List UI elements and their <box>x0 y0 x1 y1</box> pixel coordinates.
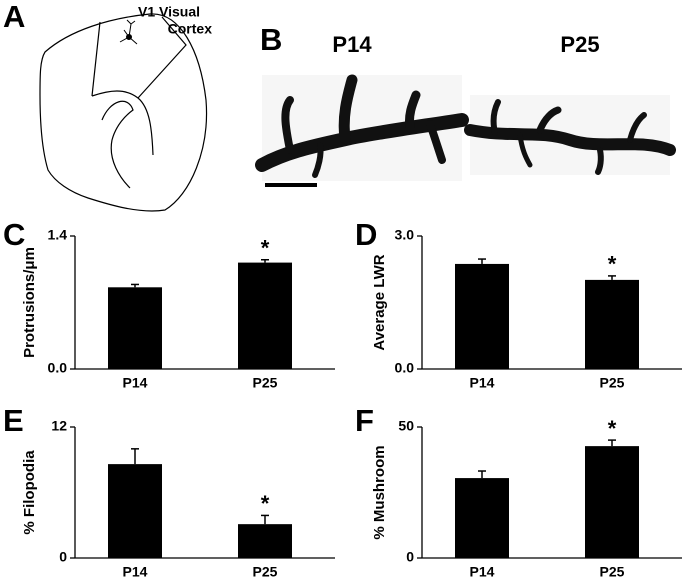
x-tick-label: P14 <box>123 375 148 391</box>
image-label: P14 <box>332 32 372 57</box>
x-tick-label: P14 <box>470 564 495 580</box>
neuron-icon <box>119 19 138 45</box>
x-tick-label: P25 <box>600 564 625 580</box>
x-tick-label: P14 <box>123 564 148 580</box>
x-tick-label: P25 <box>253 564 278 580</box>
x-tick-label: P25 <box>600 375 625 391</box>
bar <box>455 263 509 369</box>
significance-mark: * <box>608 416 617 441</box>
panel-letter: C <box>3 217 25 252</box>
bar <box>108 464 162 558</box>
bar <box>238 262 292 369</box>
y-tick-label: 50 <box>398 418 414 434</box>
bar <box>455 478 509 558</box>
significance-mark: * <box>261 236 270 261</box>
panel-letter: B <box>260 22 282 57</box>
y-tick-label: 1.4 <box>48 227 68 243</box>
bar <box>585 279 639 369</box>
y-axis-label: % Mushroom <box>371 445 388 539</box>
significance-mark: * <box>608 252 617 277</box>
x-tick-label: P25 <box>253 375 278 391</box>
y-axis-label: % Filopodia <box>21 450 38 535</box>
bar <box>238 524 292 558</box>
y-tick-label: 0 <box>59 549 67 565</box>
annotation: Cortex <box>168 21 213 37</box>
bar <box>585 446 639 558</box>
panel-letter: D <box>355 217 377 252</box>
panel-letter: A <box>3 0 25 34</box>
y-tick-label: 0.0 <box>48 360 68 376</box>
image-label: P25 <box>560 32 599 57</box>
significance-mark: * <box>261 491 270 516</box>
y-axis-label: Protrusions/μm <box>21 247 38 358</box>
y-tick-label: 3.0 <box>395 227 415 243</box>
brain-diagram <box>39 13 208 212</box>
dendrite-image <box>255 74 676 181</box>
annotation: V1 Visual <box>138 4 200 20</box>
y-tick-label: 12 <box>51 418 67 434</box>
bar <box>108 287 162 369</box>
x-tick-label: P14 <box>470 375 495 391</box>
y-tick-label: 0.0 <box>395 360 415 376</box>
y-tick-label: 0 <box>406 549 414 565</box>
panel-letter: F <box>355 403 374 438</box>
panel-letter: E <box>3 403 24 438</box>
y-axis-label: Average LWR <box>371 254 388 350</box>
